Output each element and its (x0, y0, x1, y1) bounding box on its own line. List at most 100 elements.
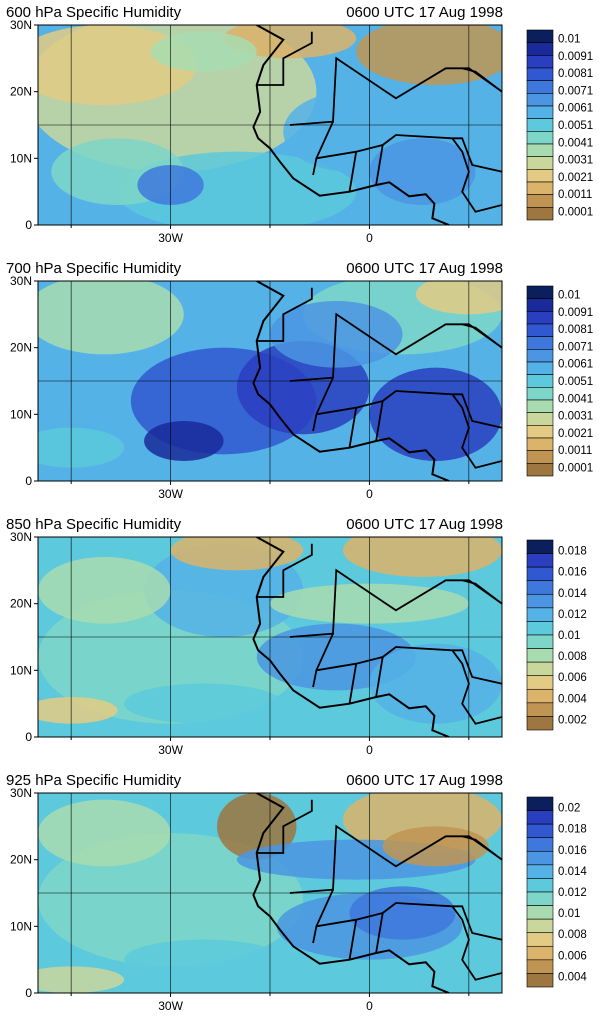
x-tick-label: 0 (366, 743, 373, 757)
colorbar-swatch (526, 688, 554, 704)
colorbar-swatch (526, 42, 554, 56)
colorbar-swatch (526, 131, 554, 145)
colorbar-swatch (526, 399, 554, 413)
colorbar-swatch (526, 156, 554, 170)
y-tick-label: 10N (10, 151, 32, 165)
country-border-3 (316, 646, 502, 685)
colorbar-label: 0.0061 (558, 103, 593, 115)
y-tick-label: 10N (10, 919, 32, 933)
colorbar-label: 0.0071 (558, 341, 593, 353)
field-contour-4 (342, 537, 502, 577)
x-tick-label: 30W (158, 487, 183, 501)
colorbar-label: 0.0001 (558, 462, 593, 474)
x-tick-label: 0 (366, 231, 373, 245)
colorbar-swatch (526, 621, 554, 636)
colorbar-swatch (526, 593, 554, 609)
colorbar-swatch (526, 864, 554, 879)
country-border-4 (312, 377, 334, 432)
field-contour-2 (216, 793, 297, 860)
colorbar-swatch (526, 349, 554, 363)
colorbar-label: 0.0081 (558, 68, 593, 80)
field-contour-3 (223, 25, 357, 59)
colorbar-swatch (526, 374, 554, 388)
colorbar-swatch (526, 93, 554, 107)
field-contour-10 (124, 683, 284, 724)
colorbar-label: 0.004 (558, 971, 587, 983)
colorbar-swatch (526, 412, 554, 426)
country-border-8 (461, 67, 502, 93)
x-tick-label: 30W (158, 231, 183, 245)
country-border-8 (461, 323, 502, 349)
panel-title: 600 hPa Specific Humidity (6, 4, 182, 21)
country-border-5 (348, 919, 358, 960)
colorbar-swatch (526, 539, 554, 554)
x-tick-label: 30W (158, 743, 183, 757)
field-contour-3 (170, 537, 304, 571)
y-tick-label: 0 (25, 730, 32, 744)
colorbar-label: 0.0041 (558, 393, 593, 405)
colorbar-swatch (526, 945, 554, 961)
field-contour-9 (415, 281, 502, 315)
colorbar-label: 0.0001 (558, 206, 593, 218)
colorbar-swatch (526, 29, 554, 43)
country-border-1 (256, 287, 313, 342)
y-tick-label: 0 (25, 218, 32, 232)
country-border-8 (461, 835, 502, 861)
field-contour-5 (38, 281, 184, 355)
colorbar-swatch (526, 143, 554, 157)
colorbar-swatch (526, 850, 554, 866)
colorbar-swatch (526, 387, 554, 401)
colorbar-swatch (526, 661, 554, 677)
panel-subtitle: 0600 UTC 17 Aug 1998 (346, 516, 503, 533)
panel-3: 850 hPa Specific Humidity 0600 UTC 17 Aug… (6, 516, 587, 757)
colorbar-swatch (526, 361, 554, 375)
y-tick-label: 30N (10, 18, 32, 32)
humidity-field (38, 537, 502, 737)
colorbar-label: 0.0011 (558, 445, 592, 457)
colorbar-swatch (526, 463, 554, 477)
panel-subtitle: 0600 UTC 17 Aug 1998 (346, 4, 503, 21)
colorbar-swatch (526, 55, 554, 69)
country-border-7 (451, 905, 502, 981)
field-contour-9 (369, 138, 476, 205)
colorbar-label: 0.012 (558, 609, 587, 621)
panel-4: 925 hPa Specific Humidity 0600 UTC 17 Aug… (6, 772, 587, 1013)
humidity-field (38, 793, 502, 993)
colorbar-swatch (526, 80, 554, 94)
colorbar-swatch (526, 837, 554, 852)
colorbar-label: 0.0021 (558, 428, 593, 440)
field-contour-7 (38, 966, 125, 993)
colorbar-swatch (526, 194, 554, 208)
field-contour-9 (38, 557, 171, 624)
country-border-1 (256, 543, 313, 598)
country-border-4 (312, 889, 334, 944)
colorbar-label: 0.0021 (558, 172, 593, 184)
panel-title: 700 hPa Specific Humidity (6, 260, 182, 277)
colorbar-swatch (526, 207, 554, 221)
colorbar-label: 0.02 (558, 803, 580, 815)
country-border-6 (375, 912, 384, 954)
field-contour-10 (349, 886, 456, 940)
colorbar-label: 0.01 (558, 630, 580, 642)
colorbar: 0.01 0.0091 0.0081 0.0071 0.0061 0.0051 0.0041… (526, 285, 593, 477)
colorbar-swatch (526, 716, 554, 731)
colorbar-swatch (526, 336, 554, 350)
country-border-1 (256, 31, 313, 86)
colorbar-swatch (526, 634, 554, 649)
colorbar-swatch (526, 973, 554, 988)
y-tick-label: 30N (10, 530, 32, 544)
colorbar-swatch (526, 918, 554, 934)
field-contour-8 (144, 421, 224, 461)
country-border-4 (312, 633, 334, 688)
y-tick-label: 20N (10, 853, 32, 867)
colorbar-swatch (526, 905, 554, 920)
field-contour-7 (38, 427, 125, 468)
field-contour-10 (150, 31, 257, 72)
colorbar-swatch (526, 607, 554, 622)
x-tick-label: 30W (158, 999, 183, 1013)
country-border-8 (461, 579, 502, 605)
colorbar-label: 0.0031 (558, 155, 593, 167)
colorbar-swatch (526, 105, 554, 119)
panel-title: 850 hPa Specific Humidity (6, 516, 182, 533)
